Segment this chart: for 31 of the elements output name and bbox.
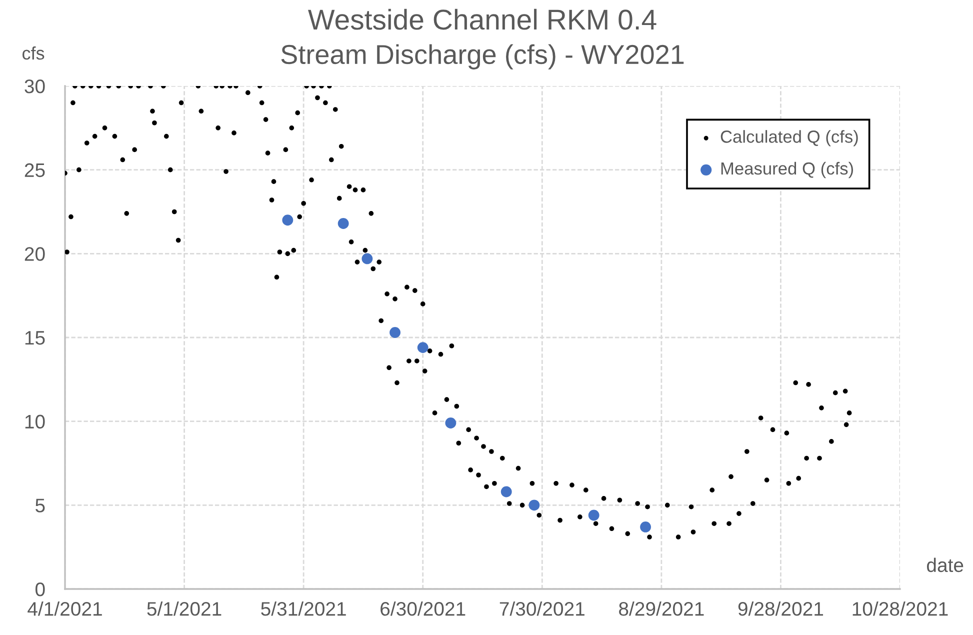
legend-label: Measured Q (cfs) [721,162,853,178]
point [390,327,400,338]
y-tick-label: 20 [24,247,45,261]
y-tick-label: 0 [36,582,45,596]
y-tick-label: 25 [24,163,45,178]
point [417,342,428,354]
x-tick-label: 5/1/2021 [147,602,222,616]
y-tick-label: 10 [25,414,45,429]
point [500,486,512,498]
x-tick-label: 7/30/2021 [500,602,584,616]
point [282,214,294,226]
x-tick-label: 10/28/2021 [852,602,948,616]
x-tick-label: 8/29/2021 [619,602,704,616]
x-axis-title: date [926,558,964,572]
x-tick-label: 4/1/2021 [28,602,102,616]
point [445,418,456,428]
y-axis-title: cfs [22,46,44,60]
chart-title: Westside Channel RKM 0.4 [308,8,656,30]
point [338,218,349,229]
point [640,521,651,532]
chart-subtitle: Stream Discharge (cfs) - WY2021 [281,44,684,70]
x-tick-label: 9/28/2021 [738,602,824,616]
y-tick-label: 15 [25,331,45,345]
y-tick-label: 30 [24,79,45,94]
x-tick-label: 6/30/2021 [380,602,466,616]
y-tick-label: 5 [36,498,45,512]
legend-label: Calculated Q (cfs) [720,130,858,146]
x-tick-label: 5/31/2021 [261,602,346,616]
point [588,510,600,521]
point [362,253,373,264]
point [528,500,540,511]
